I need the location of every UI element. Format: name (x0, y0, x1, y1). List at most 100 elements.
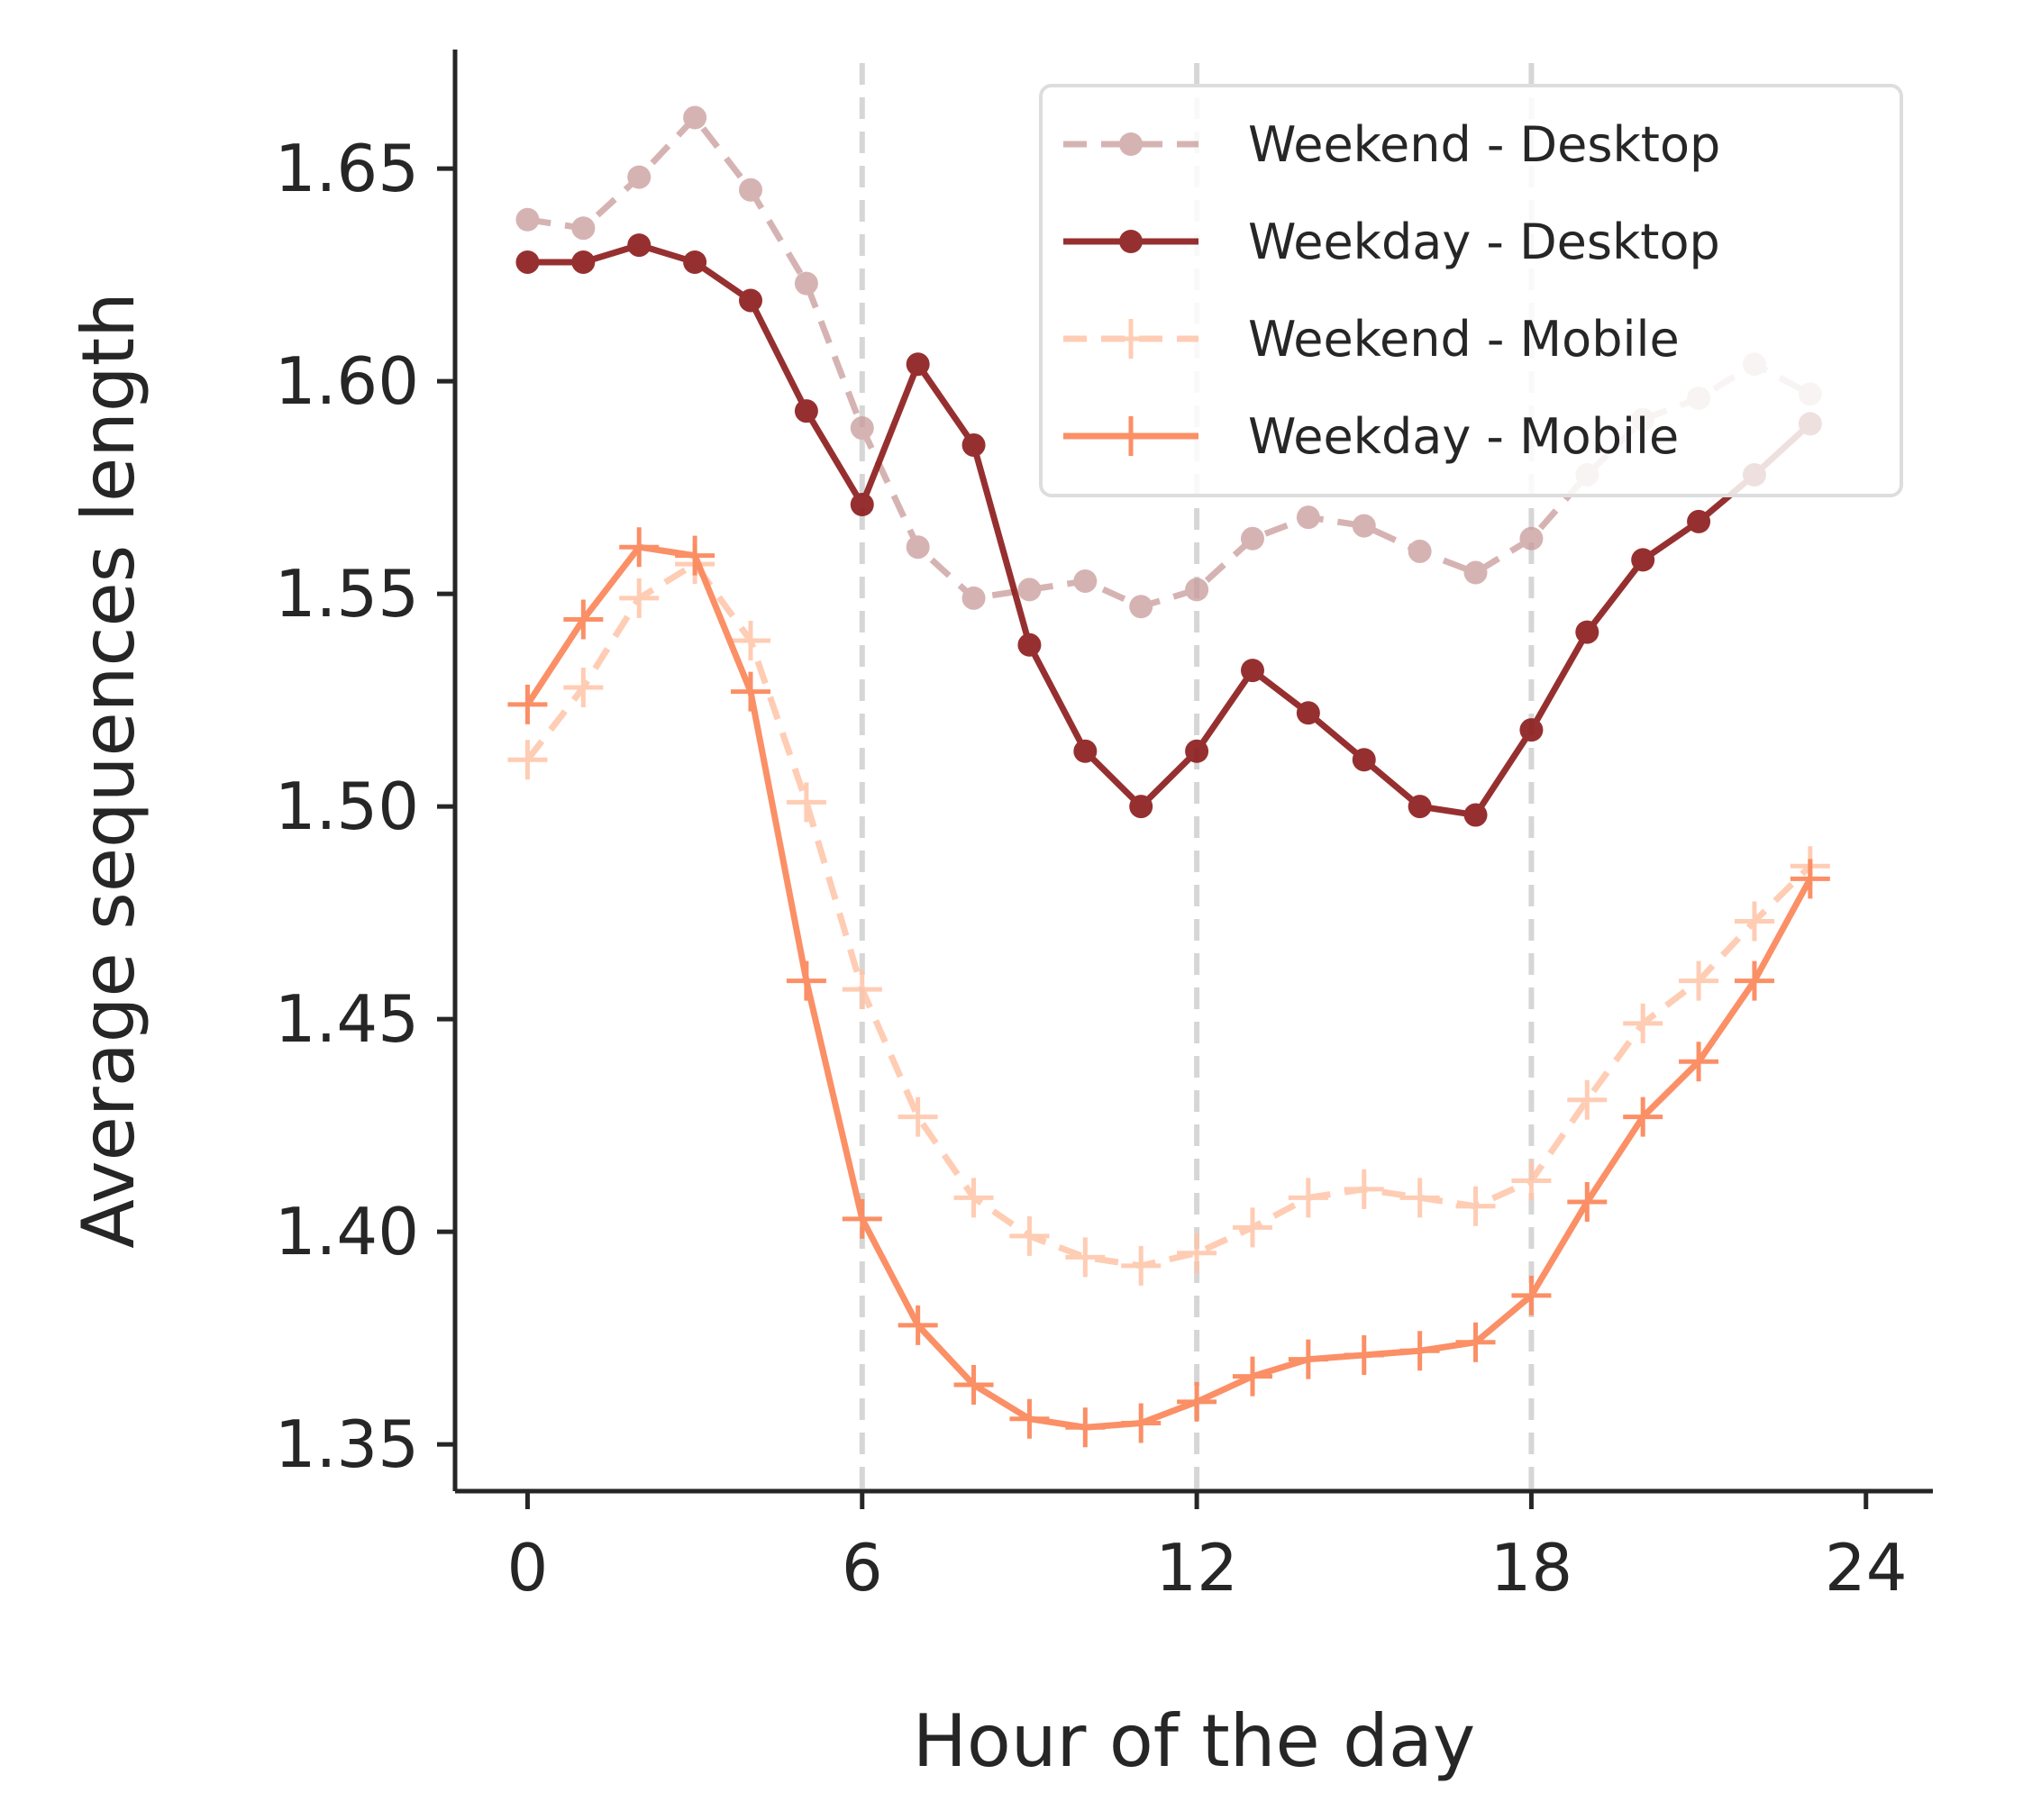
series-weekend-mobile (507, 544, 1830, 1286)
data-point (1119, 230, 1143, 253)
data-point (1065, 1237, 1106, 1278)
legend-item (1063, 132, 1198, 156)
data-point (1240, 659, 1264, 683)
data-point (794, 271, 818, 296)
data-point (571, 216, 596, 241)
data-point (1121, 1403, 1162, 1443)
data-point (731, 621, 770, 661)
data-point (1623, 1097, 1663, 1137)
data-point (898, 1305, 938, 1345)
data-point (731, 671, 770, 712)
data-point (953, 1365, 994, 1406)
data-point (739, 288, 762, 313)
data-point (1790, 859, 1830, 899)
x-axis-title: Hour of the day (913, 1699, 1476, 1783)
data-point (1567, 1182, 1608, 1223)
data-point (1519, 718, 1544, 742)
series-weekday-desktop (515, 233, 1822, 827)
data-point (675, 535, 715, 576)
y-tick-label: 1.35 (275, 1406, 419, 1482)
data-point (1408, 795, 1432, 819)
data-point (1296, 505, 1320, 530)
data-point (739, 177, 762, 202)
data-point (842, 969, 882, 1010)
data-point (1111, 319, 1151, 359)
data-point (683, 105, 707, 130)
data-point (563, 599, 604, 640)
data-point (961, 586, 986, 610)
data-point (1519, 526, 1544, 551)
data-point (1232, 1207, 1272, 1248)
y-tick-label: 1.65 (275, 131, 419, 206)
data-point (571, 250, 596, 274)
data-point (961, 432, 986, 457)
data-point (619, 578, 660, 618)
data-point (1185, 739, 1209, 763)
data-point (627, 165, 652, 189)
data-point (1073, 569, 1098, 593)
x-tick-label: 24 (1825, 1530, 1908, 1606)
data-point (1352, 514, 1376, 538)
data-point (1687, 509, 1711, 533)
data-point (842, 1198, 882, 1239)
data-point (1111, 416, 1151, 456)
data-point (515, 250, 540, 274)
data-point (619, 527, 660, 568)
data-point (1352, 748, 1376, 772)
data-point (906, 352, 930, 377)
data-point (1399, 1331, 1440, 1371)
data-point (1129, 595, 1153, 619)
data-point (786, 782, 826, 823)
legend-label: Weekday - Mobile (1248, 408, 1679, 465)
data-point (515, 207, 540, 232)
legend-label: Weekday - Desktop (1248, 214, 1720, 270)
data-point (1623, 1003, 1663, 1043)
x-tick-label: 12 (1155, 1530, 1238, 1606)
legend-item (1063, 319, 1198, 359)
data-point (1017, 578, 1042, 602)
data-point (1009, 1398, 1050, 1439)
data-point (1408, 539, 1432, 563)
axes: 0 6 12 18 24 1.35 1.40 1.45 1.50 1.55 1.60 1.65 (275, 50, 1933, 1606)
data-point (1511, 1160, 1552, 1201)
x-tick-label: 0 (507, 1530, 549, 1606)
data-point (1679, 1042, 1719, 1082)
series-weekday-mobile (507, 527, 1830, 1448)
series-line (524, 543, 1813, 1431)
x-tick-label: 18 (1490, 1530, 1573, 1606)
data-point (898, 1097, 938, 1137)
data-point (1232, 1356, 1272, 1397)
legend-item (1063, 230, 1198, 253)
data-point (786, 960, 826, 1001)
data-point (1631, 548, 1655, 572)
y-axis-ticks: 1.35 1.40 1.45 1.50 1.55 1.60 1.65 (275, 131, 455, 1482)
legend: Weekend - Desktop Weekday - Desktop Weeken… (1039, 84, 1903, 497)
data-point (1119, 132, 1143, 156)
data-point (563, 667, 604, 707)
data-point (1399, 1178, 1440, 1218)
data-point (850, 416, 874, 441)
data-point (1344, 1334, 1384, 1375)
data-point (1017, 632, 1042, 657)
data-point (1121, 1245, 1162, 1286)
data-point (1575, 620, 1599, 644)
data-point (1734, 960, 1774, 1001)
data-point (1009, 1215, 1050, 1256)
data-point (1288, 1178, 1328, 1218)
y-tick-label: 1.40 (275, 1194, 419, 1269)
x-axis-ticks: 0 6 12 18 24 (507, 1491, 1908, 1606)
data-point (953, 1178, 994, 1218)
legend-label: Weekend - Mobile (1248, 311, 1680, 368)
y-tick-label: 1.55 (275, 556, 419, 632)
data-point (1734, 901, 1774, 942)
data-point (1240, 526, 1264, 551)
y-tick-label: 1.50 (275, 769, 419, 844)
series-line (524, 560, 1813, 1269)
data-point (906, 535, 930, 560)
data-point (1288, 1339, 1328, 1379)
x-tick-label: 6 (842, 1530, 883, 1606)
data-point (683, 250, 707, 274)
data-point (1511, 1275, 1552, 1315)
legend-box (1039, 84, 1903, 497)
